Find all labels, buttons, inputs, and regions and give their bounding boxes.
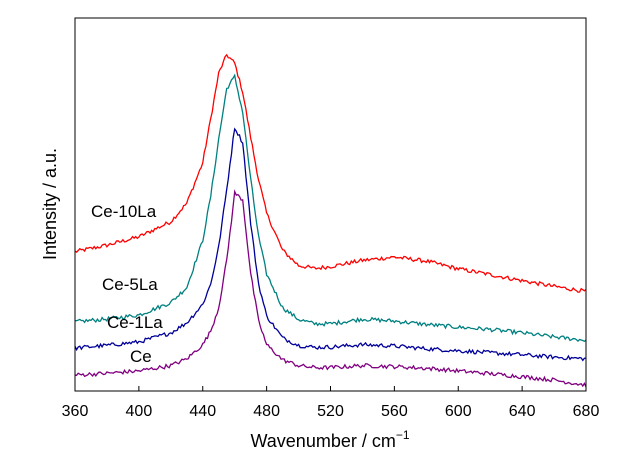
x-tick-label: 360 [62, 403, 89, 420]
x-axis-title: Wavenumber / cm−1 [250, 428, 409, 451]
x-axis-title-superscript: −1 [396, 428, 410, 442]
series-line-ce-1la [74, 127, 587, 362]
x-tick-label: 640 [509, 403, 536, 420]
x-tick-label: 560 [381, 403, 408, 420]
x-tick-label: 440 [189, 403, 216, 420]
series-curves [74, 53, 587, 388]
series-line-ce [74, 189, 587, 388]
y-axis-title: Intensity / a.u. [40, 148, 60, 260]
x-tick-label: 600 [445, 403, 472, 420]
x-tick-label: 680 [573, 403, 600, 420]
series-label-ce-10la: Ce-10La [91, 202, 157, 221]
series-line-ce-5la [74, 73, 587, 343]
series-label-ce: Ce [130, 347, 152, 366]
x-tick-label: 480 [253, 403, 280, 420]
x-tick-label: 400 [126, 403, 153, 420]
x-axis: 360 400 440 480 520 560 600 640 680 [62, 386, 600, 420]
x-tick-label: 520 [317, 403, 344, 420]
series-label-ce-1la: Ce-1La [107, 313, 163, 332]
series-line-ce-10la [74, 53, 587, 293]
series-labels: Ce-10La Ce-5La Ce-1La Ce [91, 202, 163, 366]
series-label-ce-5la: Ce-5La [102, 275, 158, 294]
